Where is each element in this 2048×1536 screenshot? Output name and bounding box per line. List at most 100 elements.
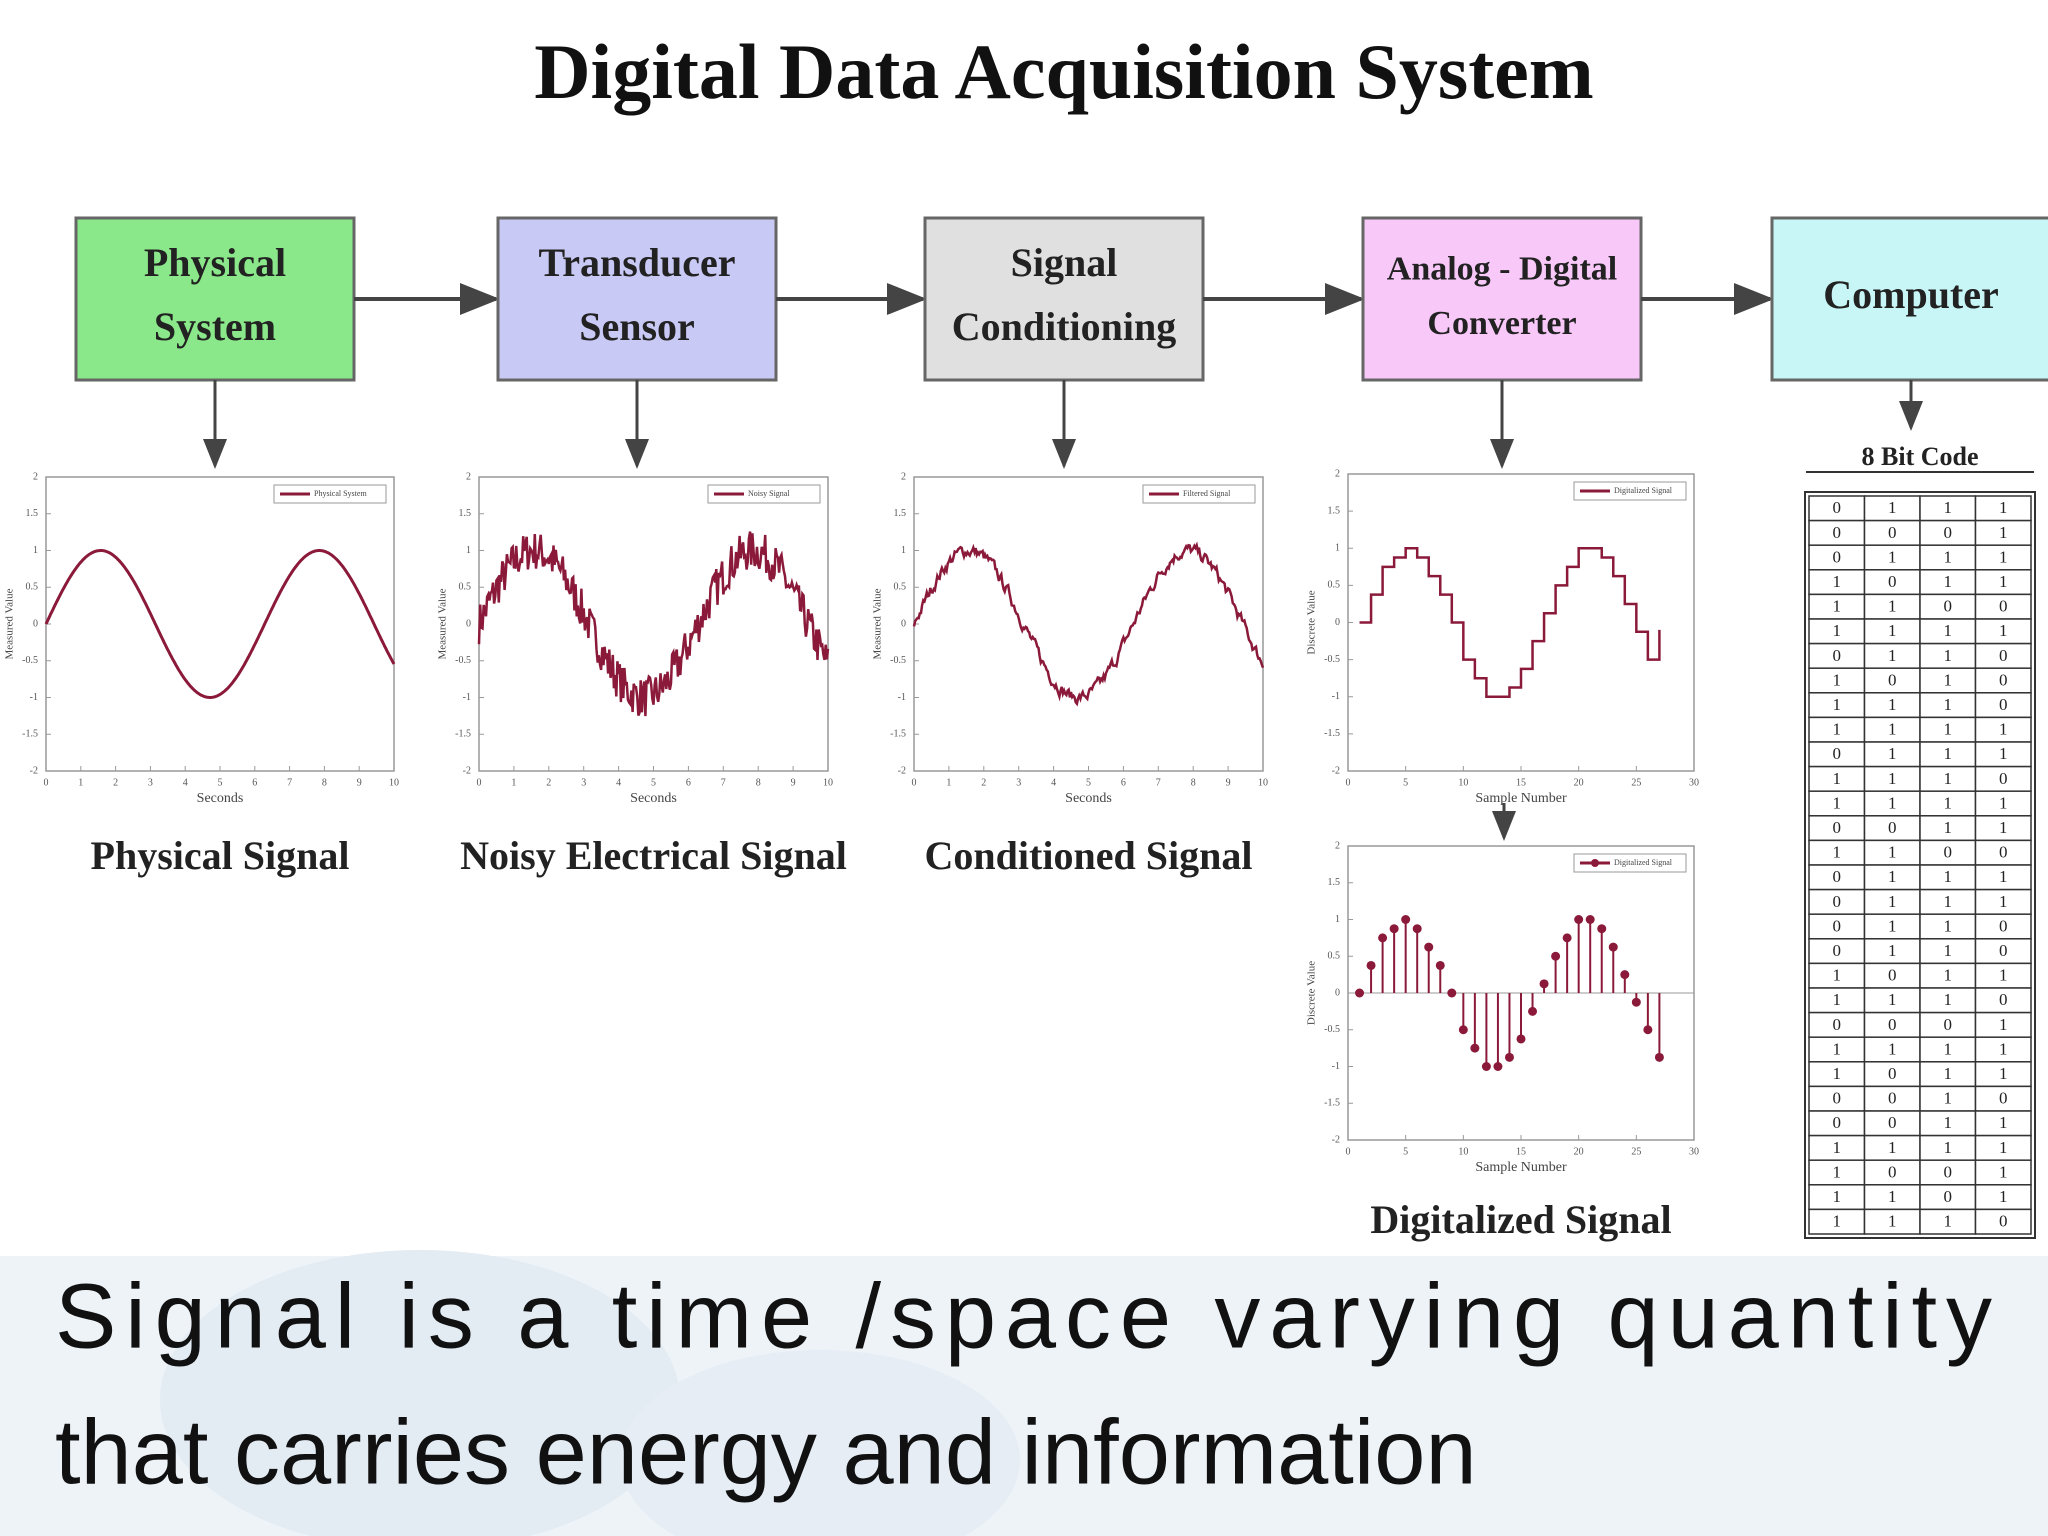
block-label: Converter xyxy=(1427,305,1576,342)
table-cell-text: 0 xyxy=(1833,1089,1842,1108)
table-cell-text: 1 xyxy=(1999,547,2008,566)
y-tick-label: 1 xyxy=(1335,543,1340,554)
table-cell-text: 1 xyxy=(1833,621,1842,640)
legend-label: Digitalized Signal xyxy=(1614,858,1673,867)
y-tick-label: 2 xyxy=(1335,840,1340,851)
y-tick-label: 1.5 xyxy=(1328,877,1341,888)
table-cell-text: 1 xyxy=(1944,916,1953,935)
table-cell xyxy=(1974,1134,2032,1161)
table-cell-text: 1 xyxy=(1999,892,2008,911)
x-tick-label: 25 xyxy=(1631,1146,1641,1157)
x-tick-label: 9 xyxy=(791,777,796,788)
table-cell-text: 1 xyxy=(1833,990,1842,1009)
plot-caption: Physical Signal xyxy=(91,833,350,878)
plot-frame xyxy=(1347,473,1695,772)
x-tick-label: 5 xyxy=(1086,777,1091,788)
x-tick-label: 6 xyxy=(1121,777,1126,788)
table-cell-text: 0 xyxy=(1888,1064,1897,1083)
table-cell xyxy=(1919,790,1977,817)
x-axis-label: Seconds xyxy=(630,791,677,806)
table-cell-text: 1 xyxy=(1888,793,1897,812)
stem-marker xyxy=(1608,942,1618,952)
block-label: Computer xyxy=(1823,272,1999,317)
table-cell-text: 1 xyxy=(1833,720,1842,739)
y-tick-label: -2 xyxy=(1332,1134,1340,1145)
block-label: Transducer xyxy=(538,240,735,285)
table-cell-text: 0 xyxy=(1833,818,1842,837)
table-cell xyxy=(1919,495,1977,522)
stem-marker xyxy=(1378,933,1388,943)
stem-marker xyxy=(1574,915,1584,924)
table-cell xyxy=(1919,888,1977,915)
table-cell-text: 0 xyxy=(1833,744,1842,763)
table-cell-text: 1 xyxy=(1944,793,1953,812)
table-cell-text: 1 xyxy=(1888,646,1897,665)
table-cell-text: 1 xyxy=(1999,1015,2008,1034)
table-cell xyxy=(1919,938,1977,965)
table-cell xyxy=(1919,1159,1977,1186)
y-tick-label: 2 xyxy=(466,471,471,482)
y-axis-label: Discrete Value xyxy=(1306,590,1318,654)
table-cell-text: 0 xyxy=(1944,1187,1953,1206)
table-cell-text: 1 xyxy=(1833,1039,1842,1058)
table-cell xyxy=(1863,519,1921,546)
table-cell-text: 1 xyxy=(1888,695,1897,714)
table-cell xyxy=(1808,569,1866,596)
table-cell-text: 1 xyxy=(1999,572,2008,591)
y-tick-label: -2 xyxy=(898,765,906,776)
x-tick-label: 7 xyxy=(1156,777,1161,788)
table-cell-text: 0 xyxy=(1833,523,1842,542)
y-tick-label: -2 xyxy=(1332,765,1340,776)
table-cell xyxy=(1974,1085,2032,1112)
table-cell-text: 1 xyxy=(1999,523,2008,542)
table-cell xyxy=(1974,667,2032,694)
table-cell-text: 0 xyxy=(1999,597,2008,616)
table-cell-text: 1 xyxy=(1944,498,1953,517)
table-cell xyxy=(1808,1036,1866,1063)
x-tick-label: 1 xyxy=(946,777,951,788)
table-cell-text: 1 xyxy=(1944,892,1953,911)
table-cell-text: 0 xyxy=(1999,916,2008,935)
digital-caption: Digitalized Signal xyxy=(1370,1197,1671,1242)
y-tick-label: -1.5 xyxy=(1324,1098,1340,1109)
table-cell-text: 0 xyxy=(1833,1015,1842,1034)
table-cell-text: 0 xyxy=(1833,867,1842,886)
table-cell xyxy=(1808,1134,1866,1161)
footer-caption: Signal is a time /space varying quantity… xyxy=(55,1265,1992,1503)
stem-marker xyxy=(1389,924,1399,934)
table-cell xyxy=(1974,569,2032,596)
table-cell-text: 1 xyxy=(1888,1039,1897,1058)
legend-label: Filtered Signal xyxy=(1183,489,1231,498)
stem-marker xyxy=(1585,915,1595,924)
table-cell-text: 0 xyxy=(1944,597,1953,616)
table-cell-text: 1 xyxy=(1944,1212,1953,1231)
table-border xyxy=(1804,491,2036,1239)
y-tick-label: 1.5 xyxy=(894,508,907,519)
y-tick-label: 1 xyxy=(466,545,471,556)
x-tick-label: 6 xyxy=(686,777,691,788)
table-cell xyxy=(1974,1011,2032,1038)
plot: 0 1 2 3 4 5 6 7 8 9 10 -2 -1.5 -1 -0.5 0 0.5 1 1.5 2 Seconds… xyxy=(437,471,847,878)
stem-marker xyxy=(1355,988,1365,998)
x-tick-label: 30 xyxy=(1689,777,1699,788)
x-tick-label: 5 xyxy=(651,777,656,788)
table-cell-text: 1 xyxy=(1999,867,2008,886)
stem-marker xyxy=(1401,915,1411,924)
table-cell-text: 1 xyxy=(1944,670,1953,689)
block-box xyxy=(1770,216,2048,382)
table-cell xyxy=(1808,716,1866,743)
y-tick-label: 1.5 xyxy=(26,508,39,519)
stem-marker xyxy=(1539,979,1549,989)
x-tick-label: 20 xyxy=(1574,777,1584,788)
x-tick-label: 8 xyxy=(756,777,761,788)
table-cell xyxy=(1919,864,1977,891)
table-cell-text: 1 xyxy=(1944,1138,1953,1157)
table-cell-text: 0 xyxy=(1833,941,1842,960)
x-axis-label: Seconds xyxy=(1065,791,1112,806)
table-cell-text: 0 xyxy=(1833,916,1842,935)
table-cell xyxy=(1919,1036,1977,1063)
block-label: Sensor xyxy=(579,304,695,349)
table-cell xyxy=(1863,495,1921,522)
x-tick-label: 10 xyxy=(1258,777,1268,788)
